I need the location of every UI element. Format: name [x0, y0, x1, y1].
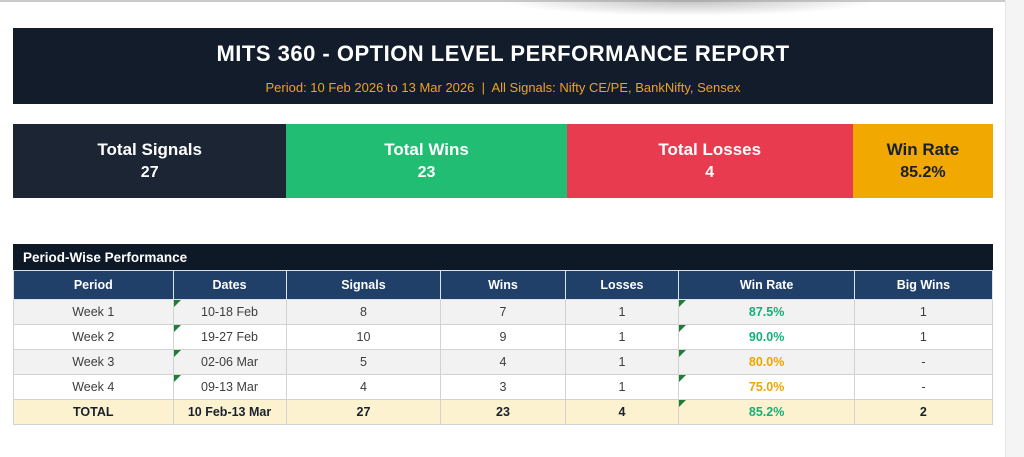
cell-signals: 5 [285, 349, 442, 375]
cell-losses: 1 [564, 299, 680, 325]
cell-big-wins: 2 [853, 399, 994, 425]
stat-label: Win Rate [886, 140, 960, 159]
stat-value: 85.2% [900, 164, 946, 181]
report-header: MITS 360 - OPTION LEVEL PERFORMANCE REPO… [13, 28, 993, 104]
stat-card-total-signals: Total Signals 27 [13, 124, 287, 198]
cell-period: Week 2 [13, 324, 174, 350]
cell-dates: 02-06 Mar [172, 349, 287, 375]
stat-label: Total Signals [97, 140, 202, 159]
cell-losses: 1 [564, 374, 680, 400]
stat-card-win-rate: Win Rate 85.2% [852, 124, 993, 198]
cell-period: Week 3 [13, 349, 174, 375]
cell-dates: 09-13 Mar [172, 374, 287, 400]
stat-card-total-losses: Total Losses 4 [566, 124, 853, 198]
table-row-week-3: Week 3 02-06 Mar 5 4 1 80.0% - [13, 349, 994, 375]
cell-period: TOTAL [13, 399, 174, 425]
cell-big-wins: - [853, 374, 994, 400]
cell-wins: 4 [440, 349, 566, 375]
table-row-total: TOTAL 10 Feb-13 Mar 27 23 4 85.2% 2 [13, 399, 994, 425]
column-header-losses: Losses [564, 270, 680, 300]
column-header-dates: Dates [172, 270, 287, 300]
column-header-big-wins: Big Wins [853, 270, 994, 300]
stat-value: 4 [705, 164, 715, 181]
cell-win-rate: 75.0% [678, 374, 855, 400]
cell-period: Week 4 [13, 374, 174, 400]
summary-cards: Total Signals 27 Total Wins 23 Total Los… [13, 124, 993, 198]
stat-value: 23 [417, 164, 436, 181]
cell-big-wins: 1 [853, 324, 994, 350]
column-header-period: Period [13, 270, 174, 300]
stat-label: Total Losses [658, 140, 762, 159]
top-shadow [498, 0, 880, 16]
cell-dates: 10-18 Feb [172, 299, 287, 325]
cell-wins: 7 [440, 299, 566, 325]
cell-win-rate: 85.2% [678, 399, 855, 425]
period-performance-section: Period-Wise Performance Period Dates Signa… [13, 244, 994, 425]
table-row-week-4: Week 4 09-13 Mar 4 3 1 75.0% - [13, 374, 994, 400]
column-header-signals: Signals [285, 270, 442, 300]
table-title: Period-Wise Performance [13, 244, 993, 270]
table-row-week-2: Week 2 19-27 Feb 10 9 1 90.0% 1 [13, 324, 994, 350]
cell-signals: 10 [285, 324, 442, 350]
cell-wins: 3 [440, 374, 566, 400]
cell-period: Week 1 [13, 299, 174, 325]
stat-label: Total Wins [384, 140, 469, 159]
cell-big-wins: 1 [853, 299, 994, 325]
cell-signals: 4 [285, 374, 442, 400]
cell-win-rate: 90.0% [678, 324, 855, 350]
stat-card-total-wins: Total Wins 23 [286, 124, 567, 198]
cell-win-rate: 80.0% [678, 349, 855, 375]
scrollbar-track[interactable] [1005, 0, 1024, 457]
cell-wins: 9 [440, 324, 566, 350]
column-header-wins: Wins [440, 270, 566, 300]
cell-big-wins: - [853, 349, 994, 375]
cell-signals: 8 [285, 299, 442, 325]
table-row-week-1: Week 1 10-18 Feb 8 7 1 87.5% 1 [13, 299, 994, 325]
performance-table: Period Dates Signals Wins Losses Win Rate Big … [13, 270, 994, 425]
cell-losses: 1 [564, 324, 680, 350]
cell-losses: 1 [564, 349, 680, 375]
table-header-row: Period Dates Signals Wins Losses Win Rate Big … [13, 270, 994, 300]
report-title: MITS 360 - OPTION LEVEL PERFORMANCE REPO… [216, 41, 790, 66]
cell-losses: 4 [564, 399, 680, 425]
cell-dates: 10 Feb-13 Mar [172, 399, 287, 425]
cell-signals: 27 [285, 399, 442, 425]
report-subtitle: Period: 10 Feb 2026 to 13 Mar 2026 | All… [265, 80, 741, 95]
stat-value: 27 [140, 164, 159, 181]
cell-win-rate: 87.5% [678, 299, 855, 325]
cell-wins: 23 [440, 399, 566, 425]
performance-report: MITS 360 - OPTION LEVEL PERFORMANCE REPO… [13, 28, 994, 425]
cell-dates: 19-27 Feb [172, 324, 287, 350]
column-header-win-rate: Win Rate [678, 270, 855, 300]
